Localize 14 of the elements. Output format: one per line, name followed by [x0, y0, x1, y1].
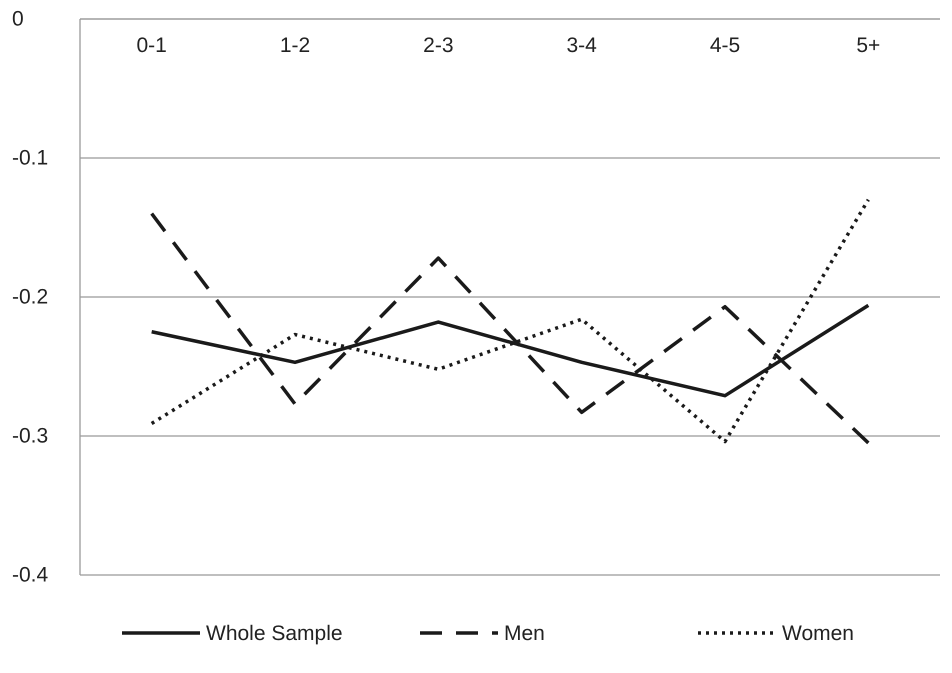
x-tick-label: 0-1: [136, 34, 167, 57]
x-tick-label: 1-2: [280, 34, 310, 57]
legend-label: Men: [504, 622, 545, 645]
legend-label: Women: [782, 622, 854, 645]
legend-label: Whole Sample: [206, 622, 343, 645]
x-tick-label: 4-5: [710, 34, 740, 57]
y-tick-label: -0.3: [12, 424, 48, 448]
y-tick-label: -0.4: [12, 564, 49, 587]
y-tick-label: -0.2: [12, 286, 48, 309]
y-tick-label: -0.1: [12, 146, 48, 170]
x-tick-label: 5+: [856, 34, 880, 57]
x-tick-label: 3-4: [566, 34, 598, 57]
y-tick-label: 0: [12, 8, 24, 31]
x-tick-label: 2-3: [423, 34, 454, 57]
